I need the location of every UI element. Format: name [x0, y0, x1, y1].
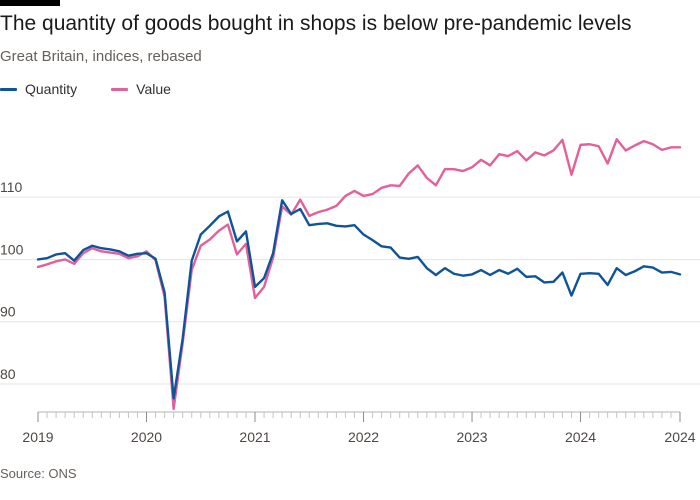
x-tick-label-4: 2023	[456, 429, 487, 445]
source-note: Source: ONS	[0, 466, 77, 481]
chart-title: The quantity of goods bought in shops is…	[0, 12, 632, 35]
y-tick-label-110: 110	[0, 179, 23, 195]
x-tick-label-2: 2021	[239, 429, 270, 445]
brand-bar	[0, 0, 60, 6]
gridlines	[0, 196, 700, 385]
y-tick-label-100: 100	[0, 241, 24, 257]
x-axis: 2019 2020 2021 2022 2023 2024 2024	[22, 411, 696, 445]
y-tick-label-90: 90	[0, 304, 16, 320]
x-tick-label-0: 2019	[22, 429, 53, 445]
legend: Quantity Value	[0, 79, 205, 99]
legend-label-quantity: Quantity	[25, 81, 78, 97]
x-tick-label-1: 2020	[131, 429, 162, 445]
x-tick-label-6: 2024	[664, 429, 695, 445]
x-tick-label-3: 2022	[348, 429, 379, 445]
y-tick-label-80: 80	[0, 366, 16, 382]
legend-item-value: Value	[111, 81, 171, 97]
chart-subtitle: Great Britain, indices, rebased	[0, 48, 202, 65]
legend-item-quantity: Quantity	[0, 81, 77, 97]
series-line-quantity	[36, 199, 682, 400]
y-axis-labels: 80 90 100 110	[0, 179, 24, 382]
legend-label-value: Value	[136, 81, 171, 97]
legend-swatch-quantity	[0, 87, 17, 91]
x-tick-label-5: 2024	[565, 429, 596, 445]
series-lines	[36, 138, 682, 411]
legend-swatch-value	[111, 87, 129, 91]
